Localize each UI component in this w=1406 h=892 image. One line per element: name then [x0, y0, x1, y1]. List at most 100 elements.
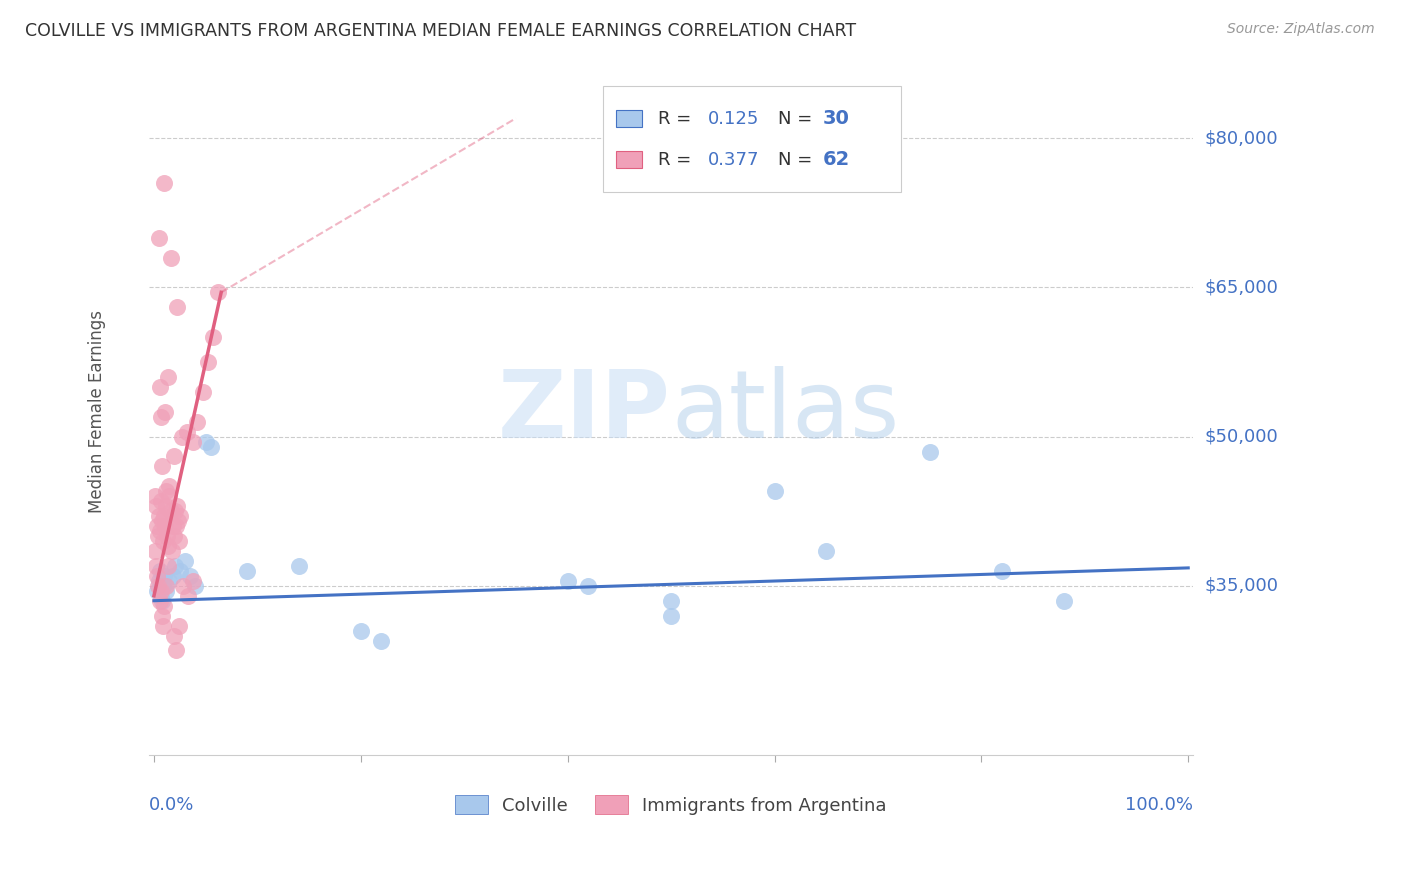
Text: 0.0%: 0.0%: [149, 796, 194, 814]
Point: [150, 593, 173, 607]
Point: [150, 409, 173, 424]
Point: [146, 569, 169, 583]
Point: [172, 579, 194, 593]
Point: [576, 579, 599, 593]
Point: [143, 489, 166, 503]
Point: [152, 579, 174, 593]
Point: [145, 500, 167, 514]
Point: [162, 450, 184, 464]
Point: [160, 544, 183, 558]
Point: [991, 564, 1014, 578]
Point: [150, 608, 173, 623]
Point: [370, 633, 392, 648]
Point: [184, 579, 207, 593]
Point: [150, 589, 173, 603]
Point: [170, 429, 193, 443]
Point: [163, 558, 186, 573]
Point: [159, 489, 181, 503]
Text: Source: ZipAtlas.com: Source: ZipAtlas.com: [1227, 22, 1375, 37]
Point: [162, 529, 184, 543]
Point: [162, 519, 184, 533]
Point: [163, 504, 186, 518]
Point: [181, 434, 204, 449]
Text: ZIP: ZIP: [498, 366, 671, 458]
Point: [156, 529, 179, 543]
Point: [148, 574, 170, 588]
Point: [153, 599, 176, 613]
Point: [207, 285, 229, 300]
Point: [152, 534, 174, 549]
Point: [236, 564, 259, 578]
Point: [200, 440, 222, 454]
Point: [155, 519, 177, 533]
Point: [159, 479, 181, 493]
Text: $65,000: $65,000: [1205, 278, 1278, 296]
Text: $35,000: $35,000: [1205, 577, 1278, 595]
Text: $50,000: $50,000: [1205, 427, 1278, 446]
Point: [150, 494, 173, 508]
Point: [165, 643, 187, 657]
Legend: Colville, Immigrants from Argentina: Colville, Immigrants from Argentina: [456, 795, 887, 814]
Point: [162, 628, 184, 642]
Point: [146, 529, 169, 543]
Point: [153, 569, 176, 583]
Point: [157, 370, 180, 384]
Point: [149, 593, 172, 607]
Text: R =: R =: [658, 110, 696, 128]
Point: [763, 484, 786, 499]
Point: [155, 484, 177, 499]
Point: [167, 618, 190, 632]
Point: [659, 593, 682, 607]
Point: [174, 554, 197, 568]
Point: [659, 608, 682, 623]
Point: [557, 574, 579, 588]
Text: N =: N =: [778, 151, 818, 169]
Text: 100.0%: 100.0%: [1125, 796, 1194, 814]
Point: [155, 583, 177, 598]
Point: [177, 589, 200, 603]
Text: 0.125: 0.125: [707, 110, 759, 128]
Text: 30: 30: [823, 109, 849, 128]
Point: [167, 534, 190, 549]
Point: [1053, 593, 1076, 607]
Text: atlas: atlas: [671, 366, 900, 458]
Point: [155, 579, 177, 593]
Point: [146, 583, 169, 598]
Point: [159, 574, 181, 588]
Point: [166, 514, 188, 528]
Point: [194, 434, 217, 449]
Point: [165, 519, 187, 533]
Point: [159, 504, 181, 518]
Point: [197, 355, 219, 369]
Point: [179, 569, 201, 583]
Point: [145, 558, 167, 573]
Point: [815, 544, 838, 558]
Point: [191, 384, 214, 399]
Text: R =: R =: [658, 151, 696, 169]
Point: [155, 405, 177, 419]
Point: [152, 618, 174, 632]
Point: [146, 519, 169, 533]
Point: [166, 300, 188, 314]
Point: [186, 415, 208, 429]
Point: [149, 564, 172, 578]
Point: [149, 524, 172, 538]
Text: N =: N =: [778, 110, 818, 128]
Point: [918, 444, 941, 458]
Point: [148, 509, 170, 524]
Point: [148, 230, 170, 244]
Point: [146, 579, 169, 593]
Text: 0.377: 0.377: [707, 151, 759, 169]
Point: [150, 583, 173, 598]
Point: [162, 569, 184, 583]
FancyBboxPatch shape: [603, 86, 901, 192]
Point: [153, 176, 176, 190]
Text: COLVILLE VS IMMIGRANTS FROM ARGENTINA MEDIAN FEMALE EARNINGS CORRELATION CHART: COLVILLE VS IMMIGRANTS FROM ARGENTINA ME…: [25, 22, 856, 40]
Point: [166, 500, 188, 514]
Point: [287, 558, 309, 573]
Point: [159, 251, 181, 265]
Point: [169, 509, 191, 524]
Point: [143, 544, 166, 558]
Point: [150, 514, 173, 528]
FancyBboxPatch shape: [616, 110, 643, 128]
